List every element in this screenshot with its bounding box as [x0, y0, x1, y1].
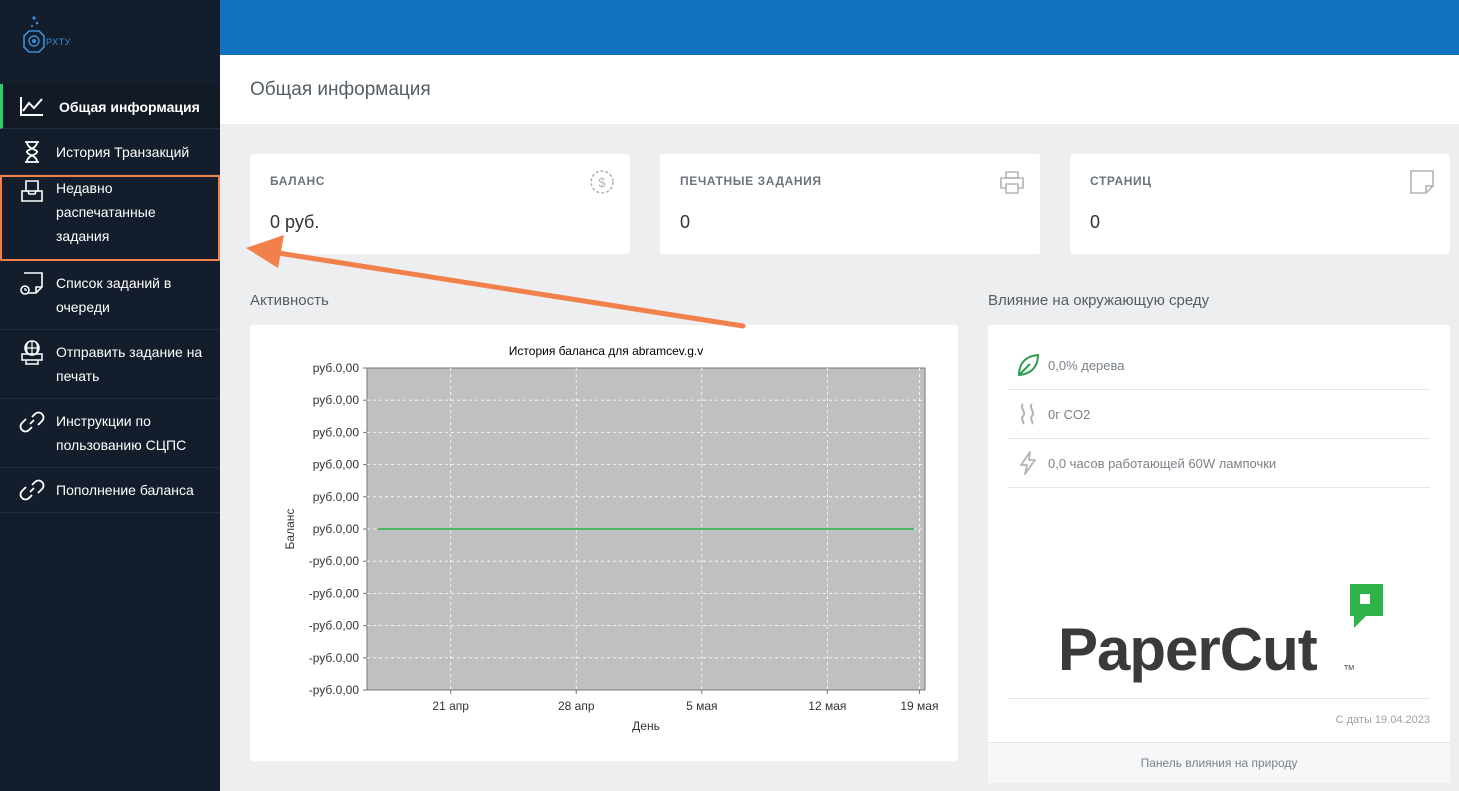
- y-tick-label: руб.0,00: [313, 425, 360, 439]
- x-tick-label: 19 мая: [900, 699, 938, 713]
- sidebar-item-transactions[interactable]: История Транзакций: [0, 129, 220, 175]
- sidebar-item-instructions[interactable]: Инструкции по пользованию СЦПС: [0, 399, 220, 468]
- svg-text:TM: TM: [1344, 665, 1354, 672]
- activity-chart-card: История баланса для abramcev.g.v руб.0,00…: [250, 325, 958, 761]
- y-tick-label: руб.0,00: [313, 458, 360, 472]
- sidebar-nav: Общая информация История Транзакций Неда…: [0, 84, 220, 513]
- activity-title: Активность: [250, 292, 329, 309]
- svg-text:PaperCut: PaperCut: [1058, 616, 1318, 683]
- page-icon: [1410, 170, 1434, 194]
- sidebar-item-overview[interactable]: Общая информация: [0, 84, 220, 129]
- leaf-icon: [1008, 350, 1048, 380]
- environment-card: 0,0% дерева 0г CO2 0,0 часов работающей …: [988, 325, 1450, 783]
- y-tick-label: -руб.0,00: [309, 586, 360, 600]
- y-tick-label: руб.0,00: [313, 361, 360, 375]
- inbox-tray-icon: [18, 177, 46, 205]
- hourglass-icon: [18, 138, 46, 166]
- top-bar: [220, 0, 1459, 55]
- since-date: С даты 19.04.2023: [1335, 714, 1430, 726]
- title-bar: Общая информация: [220, 55, 1459, 124]
- smoke-icon: [1008, 399, 1048, 429]
- y-axis-label: Баланс: [283, 509, 297, 550]
- y-tick-label: -руб.0,00: [309, 683, 360, 697]
- svg-text:$: $: [598, 175, 606, 190]
- y-tick-label: -руб.0,00: [309, 651, 360, 665]
- env-text: 0,0% дерева: [1048, 357, 1125, 373]
- divider: [1008, 698, 1430, 699]
- env-row-trees: 0,0% дерева: [1008, 341, 1430, 390]
- y-tick-label: -руб.0,00: [309, 554, 360, 568]
- env-text: 0,0 часов работающей 60W лампочки: [1048, 455, 1277, 471]
- logo-text: РХТУ: [46, 37, 71, 47]
- stat-label: СТРАНИЦ: [1090, 174, 1152, 188]
- web-print-icon: [18, 338, 46, 366]
- chart-title: История баланса для abramcev.g.v: [509, 344, 703, 358]
- x-tick-label: 28 апр: [558, 699, 595, 713]
- lightning-icon: [1008, 448, 1048, 478]
- sidebar-item-label: Недавно распечатанные задания: [56, 180, 156, 244]
- y-tick-label: руб.0,00: [313, 522, 360, 536]
- sidebar-item-label: Список заданий в очереди: [56, 275, 172, 315]
- env-text: 0г CO2: [1048, 406, 1091, 422]
- university-logo[interactable]: [18, 14, 78, 58]
- sidebar-item-recent-jobs[interactable]: Недавно распечатанные задания: [0, 175, 220, 261]
- print-queue-icon: [18, 269, 46, 297]
- sidebar-item-print-queue[interactable]: Список заданий в очереди: [0, 261, 220, 330]
- printer-icon: [1000, 171, 1024, 194]
- stat-value: 0: [1090, 212, 1101, 232]
- stat-value: 0 руб.: [270, 212, 320, 232]
- sidebar-item-label: Инструкции по пользованию СЦПС: [56, 413, 187, 453]
- print-jobs-card: ПЕЧАТНЫЕ ЗАДАНИЯ 0: [660, 154, 1040, 254]
- chart-line-icon: [18, 92, 46, 120]
- papercut-logo: PaperCut TM: [1058, 584, 1383, 683]
- sidebar-item-label: История Транзакций: [56, 144, 190, 160]
- y-tick-label: -руб.0,00: [309, 619, 360, 633]
- env-row-bulb: 0,0 часов работающей 60W лампочки: [1008, 439, 1430, 488]
- dollar-circle-icon: $: [590, 170, 614, 194]
- environment-title: Влияние на окружающую среду: [988, 292, 1210, 309]
- stat-label: ПЕЧАТНЫЕ ЗАДАНИЯ: [680, 174, 822, 188]
- y-tick-label: руб.0,00: [313, 393, 360, 407]
- sidebar-item-label: Пополнение баланса: [56, 482, 194, 498]
- sidebar-item-label: Отправить задание на печать: [56, 344, 203, 384]
- balance-card: БАЛАНС 0 руб. $: [250, 154, 630, 254]
- env-row-co2: 0г CO2: [1008, 390, 1430, 439]
- stat-label: БАЛАНС: [270, 174, 325, 188]
- x-tick-label: 12 мая: [808, 699, 846, 713]
- x-tick-label: 21 апр: [432, 699, 469, 713]
- sidebar-item-top-up[interactable]: Пополнение баланса: [0, 468, 220, 513]
- x-axis-label: День: [632, 719, 660, 733]
- environment-dashboard-link[interactable]: Панель влияния на природу: [988, 742, 1450, 783]
- sidebar-item-label: Общая информация: [59, 99, 200, 115]
- page-title: Общая информация: [250, 79, 431, 100]
- sidebar-item-web-print[interactable]: Отправить задание на печать: [0, 330, 220, 399]
- pages-card: СТРАНИЦ 0: [1070, 154, 1450, 254]
- x-tick-label: 5 мая: [686, 699, 717, 713]
- link-icon: [18, 476, 46, 504]
- sidebar: РХТУ Общая информация История Транзакций…: [0, 0, 220, 791]
- balance-chart: История баланса для abramcev.g.v руб.0,00…: [283, 344, 938, 733]
- stat-value: 0: [680, 212, 691, 232]
- link-icon: [18, 408, 46, 436]
- y-tick-label: руб.0,00: [313, 490, 360, 504]
